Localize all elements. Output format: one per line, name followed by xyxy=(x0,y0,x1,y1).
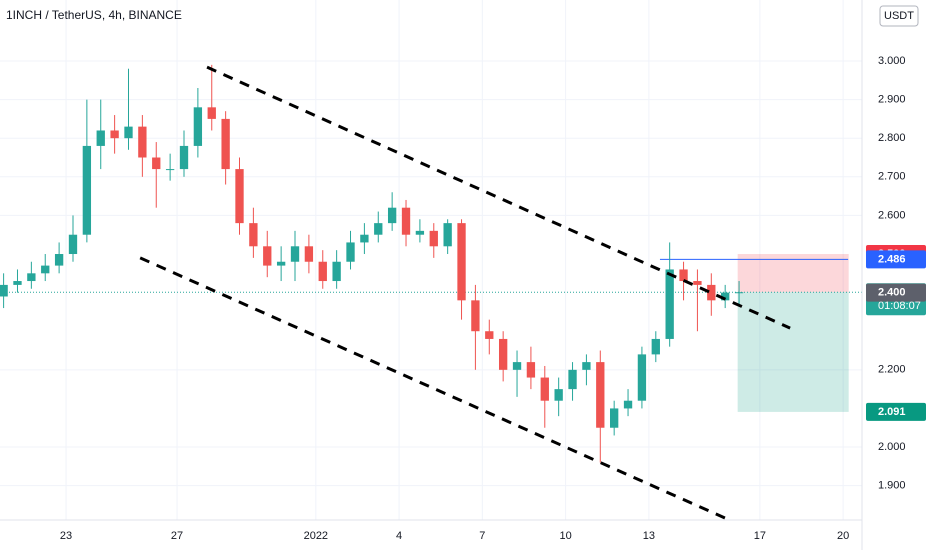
candle-body xyxy=(152,157,161,170)
candle-body xyxy=(651,338,660,355)
candle-body xyxy=(360,234,369,243)
x-tick-label: 4 xyxy=(396,530,402,542)
y-tick-label: 2.600 xyxy=(878,209,906,221)
x-tick-label: 2022 xyxy=(304,530,328,542)
candle-body xyxy=(221,118,230,170)
candle-body xyxy=(276,261,286,266)
candle-body xyxy=(346,242,355,262)
candle-body xyxy=(0,284,8,297)
candle-body xyxy=(110,130,119,139)
candle-body xyxy=(415,230,425,235)
candle-body xyxy=(540,377,549,401)
candle-body xyxy=(485,331,494,339)
price-label: 2.091 xyxy=(878,406,906,418)
candle-body xyxy=(623,400,633,409)
price-label-box xyxy=(866,283,926,302)
candle-body xyxy=(124,126,133,139)
candle-body xyxy=(41,265,50,274)
candle-body xyxy=(263,246,272,266)
y-tick-label: 2.800 xyxy=(878,132,906,144)
candle-body xyxy=(332,261,341,282)
candle-body xyxy=(82,145,92,235)
y-tick-label: 2.900 xyxy=(878,94,906,106)
price-label-box xyxy=(866,402,926,421)
candle-body xyxy=(235,169,244,224)
x-tick-label: 23 xyxy=(60,530,72,542)
candle-body xyxy=(707,284,716,301)
candle-body xyxy=(138,126,147,158)
x-tick-label: 20 xyxy=(837,530,849,542)
candle-body xyxy=(165,169,175,171)
candle-body xyxy=(596,362,605,428)
candle-body xyxy=(526,362,536,378)
candle-body xyxy=(54,254,64,266)
candle-body xyxy=(679,269,688,282)
candle-body xyxy=(387,207,397,224)
candle-body xyxy=(429,230,438,247)
candle-body xyxy=(207,107,216,119)
candle-body xyxy=(401,207,411,235)
candle-body xyxy=(27,273,36,282)
candle-body xyxy=(290,246,300,262)
candle-body xyxy=(179,145,189,170)
candle-body xyxy=(68,234,78,255)
x-tick-label: 10 xyxy=(559,530,571,542)
candle-body xyxy=(582,362,591,370)
candle-body xyxy=(610,408,619,428)
countdown-label: 01:08:07 xyxy=(878,300,921,312)
candle-body xyxy=(554,389,563,401)
candle-body xyxy=(96,130,105,146)
stop-zone xyxy=(737,254,849,293)
y-tick-label: 2.200 xyxy=(878,364,906,376)
candle-body xyxy=(193,107,203,146)
candle-body xyxy=(512,362,522,370)
candle-body xyxy=(13,281,22,285)
x-tick-label: 17 xyxy=(754,530,766,542)
candle-body xyxy=(443,223,452,247)
candle-body xyxy=(734,292,744,294)
candle-body xyxy=(498,338,508,370)
chart-title: 1INCH / TetherUS, 4h, BINANCE xyxy=(6,8,182,22)
candle-body xyxy=(568,369,577,390)
y-tick-label: 3.000 xyxy=(878,55,906,67)
candle-body xyxy=(721,292,730,301)
y-tick-label: 1.900 xyxy=(878,480,906,492)
target-zone xyxy=(737,292,849,412)
candle-body xyxy=(304,246,314,262)
currency-badge[interactable] xyxy=(879,5,919,27)
x-tick-label: 13 xyxy=(643,530,655,542)
candle-body xyxy=(457,223,466,301)
candle-body xyxy=(249,223,258,247)
x-tick-label: 7 xyxy=(479,530,485,542)
y-tick-label: 2.700 xyxy=(878,171,906,183)
price-label: 2.486 xyxy=(878,253,906,265)
y-tick-label: 2.000 xyxy=(878,441,906,453)
currency-label: USDT xyxy=(884,10,914,22)
price-label: 2.400 xyxy=(878,287,906,299)
x-tick-label: 27 xyxy=(171,530,183,542)
candle-body xyxy=(471,300,480,332)
price-label-box xyxy=(866,250,926,269)
candle-body xyxy=(318,261,327,282)
candle-body xyxy=(693,281,702,285)
candle-body xyxy=(665,269,674,339)
candle-body xyxy=(374,223,383,235)
candle-body xyxy=(637,354,647,401)
